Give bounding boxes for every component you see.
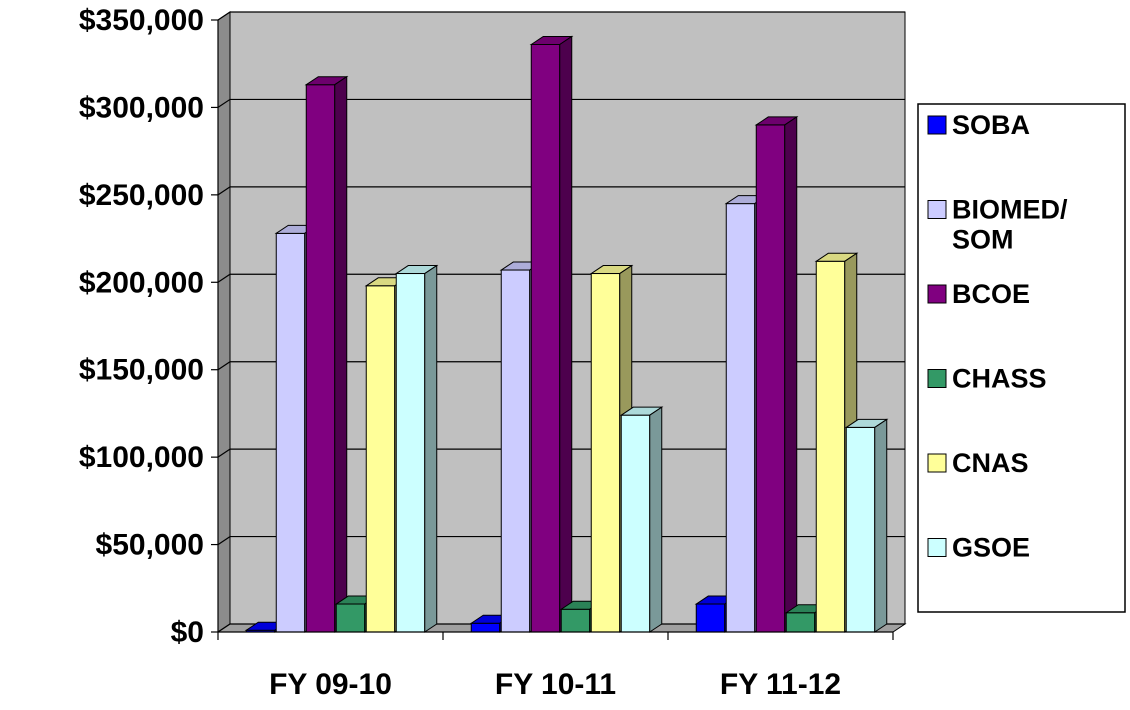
y-tick-label: $0 xyxy=(171,616,204,649)
side-wall xyxy=(217,11,231,633)
gridline xyxy=(217,361,905,371)
gridline xyxy=(217,623,905,633)
grid-lines xyxy=(217,11,905,633)
y-tick-label: $50,000 xyxy=(96,529,204,562)
bar-side xyxy=(649,406,663,633)
legend-label: BCOE xyxy=(952,279,1030,309)
legend-swatch xyxy=(927,200,947,219)
y-tick-label: $200,000 xyxy=(79,266,204,299)
gridline xyxy=(217,535,905,546)
bar-front xyxy=(755,124,786,633)
y-tick-label: $350,000 xyxy=(79,4,204,37)
legend: SOBA BIOMED/SOM BCOE CHASS CNAS GSOE xyxy=(917,103,1126,613)
bar xyxy=(394,264,439,633)
bar-side xyxy=(784,115,798,633)
bars xyxy=(244,35,889,633)
gridline xyxy=(217,186,905,196)
bar-front xyxy=(305,84,336,633)
bar-front xyxy=(335,603,366,633)
legend-label: CHASS xyxy=(952,364,1047,394)
legend-label-line: SOBA xyxy=(952,110,1030,140)
bar-front xyxy=(470,622,501,633)
bar-front xyxy=(725,203,756,633)
bar xyxy=(529,35,574,633)
legend-swatch xyxy=(927,284,947,304)
x-tick-label: FY 09-10 xyxy=(269,668,392,701)
x-tick-label: FY 10-11 xyxy=(495,668,616,701)
bar xyxy=(754,115,799,633)
legend-label: SOBA xyxy=(952,110,1030,140)
gridline xyxy=(217,11,905,21)
gridline xyxy=(217,448,905,458)
bar-side xyxy=(334,75,348,633)
bar-front xyxy=(365,285,396,633)
x-tick-label: FY 11-12 xyxy=(720,668,841,701)
bar xyxy=(304,75,349,633)
bar-side xyxy=(424,264,438,633)
bar xyxy=(619,406,664,633)
bar-front xyxy=(500,269,531,633)
y-tick-label: $100,000 xyxy=(79,441,204,474)
legend-label: GSOE xyxy=(952,533,1030,563)
legend-label: BIOMED/SOM xyxy=(952,195,1068,255)
legend-label: CNAS xyxy=(952,448,1029,478)
legend-swatch xyxy=(927,115,947,135)
bar-front xyxy=(560,608,591,633)
bar-front xyxy=(695,603,726,633)
bar-front xyxy=(590,273,621,633)
bar-front xyxy=(620,414,651,633)
bar-front xyxy=(275,232,306,633)
legend-swatch xyxy=(927,453,947,473)
bar-side xyxy=(874,418,888,633)
legend-label-line: BCOE xyxy=(952,279,1030,309)
legend-label-line: CHASS xyxy=(952,364,1047,394)
bar-front xyxy=(845,426,876,633)
bar-front xyxy=(785,612,816,633)
bar-front xyxy=(530,43,561,633)
bar-front xyxy=(395,273,426,633)
legend-swatch xyxy=(927,538,947,557)
legend-box xyxy=(917,103,1126,613)
axes: $0 $50,000 $100,000 $150,000 $200,000 $250,00… xyxy=(79,4,894,701)
y-tick-label: $150,000 xyxy=(79,354,204,387)
legend-label-line: BIOMED/ xyxy=(952,195,1068,225)
gridline xyxy=(217,98,905,108)
bar-side xyxy=(559,35,573,633)
y-tick-label: $300,000 xyxy=(79,91,204,124)
bar-front xyxy=(815,260,846,633)
legend-swatch xyxy=(927,369,947,388)
gridline xyxy=(217,273,905,283)
legend-label-line: CNAS xyxy=(952,448,1029,478)
legend-label-line: GSOE xyxy=(952,533,1030,563)
y-tick-label: $250,000 xyxy=(79,179,204,212)
bar xyxy=(844,418,889,633)
legend-label-line: SOM xyxy=(952,225,1014,255)
